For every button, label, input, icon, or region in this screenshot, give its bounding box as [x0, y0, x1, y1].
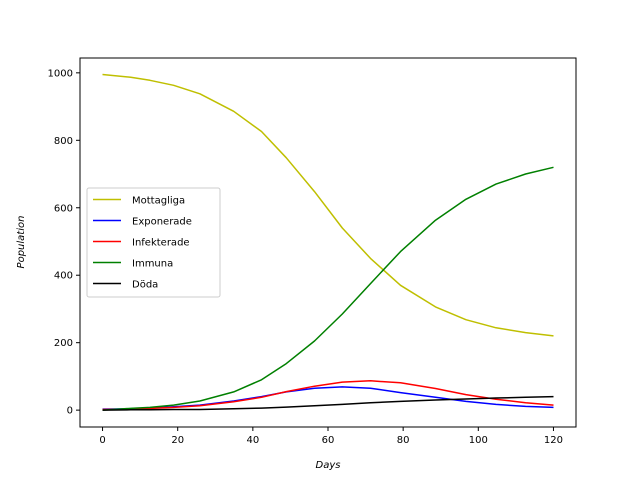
y-tick-label: 0 [67, 406, 73, 417]
legend-label: Döda [132, 280, 158, 291]
legend-label: Exponerade [132, 217, 192, 228]
x-tick-label: 80 [397, 435, 410, 446]
legend-box [86, 187, 221, 298]
x-axis-label: Days [316, 460, 341, 471]
series-line [102, 73, 554, 337]
series-line [102, 380, 554, 411]
legend-label: Mottagliga [132, 196, 185, 207]
x-tick-label: 20 [171, 435, 184, 446]
y-tick-label: 200 [54, 338, 73, 349]
x-tick-label: 100 [469, 435, 488, 446]
x-tick-label: 60 [322, 435, 335, 446]
legend: Mottagliga Exponerade Infekterade Immuna Död… [86, 187, 221, 298]
legend-label: Infekterade [132, 238, 190, 249]
legend-label: Immuna [132, 259, 173, 270]
series-line [102, 166, 554, 411]
y-axis-label: Population [16, 216, 27, 269]
x-tick-label: 120 [544, 435, 563, 446]
plot-lines [102, 73, 554, 411]
x-tick-label: 0 [99, 435, 105, 446]
x-axis-ticks: 0 20 40 60 80 100 120 [99, 427, 563, 446]
y-tick-label: 400 [54, 271, 73, 282]
y-tick-label: 1000 [48, 68, 73, 79]
y-tick-label: 600 [54, 203, 73, 214]
x-tick-label: 40 [246, 435, 259, 446]
series-line [102, 395, 554, 411]
y-tick-label: 800 [54, 136, 73, 147]
y-axis-ticks: 0 200 400 600 800 1000 [48, 68, 80, 417]
